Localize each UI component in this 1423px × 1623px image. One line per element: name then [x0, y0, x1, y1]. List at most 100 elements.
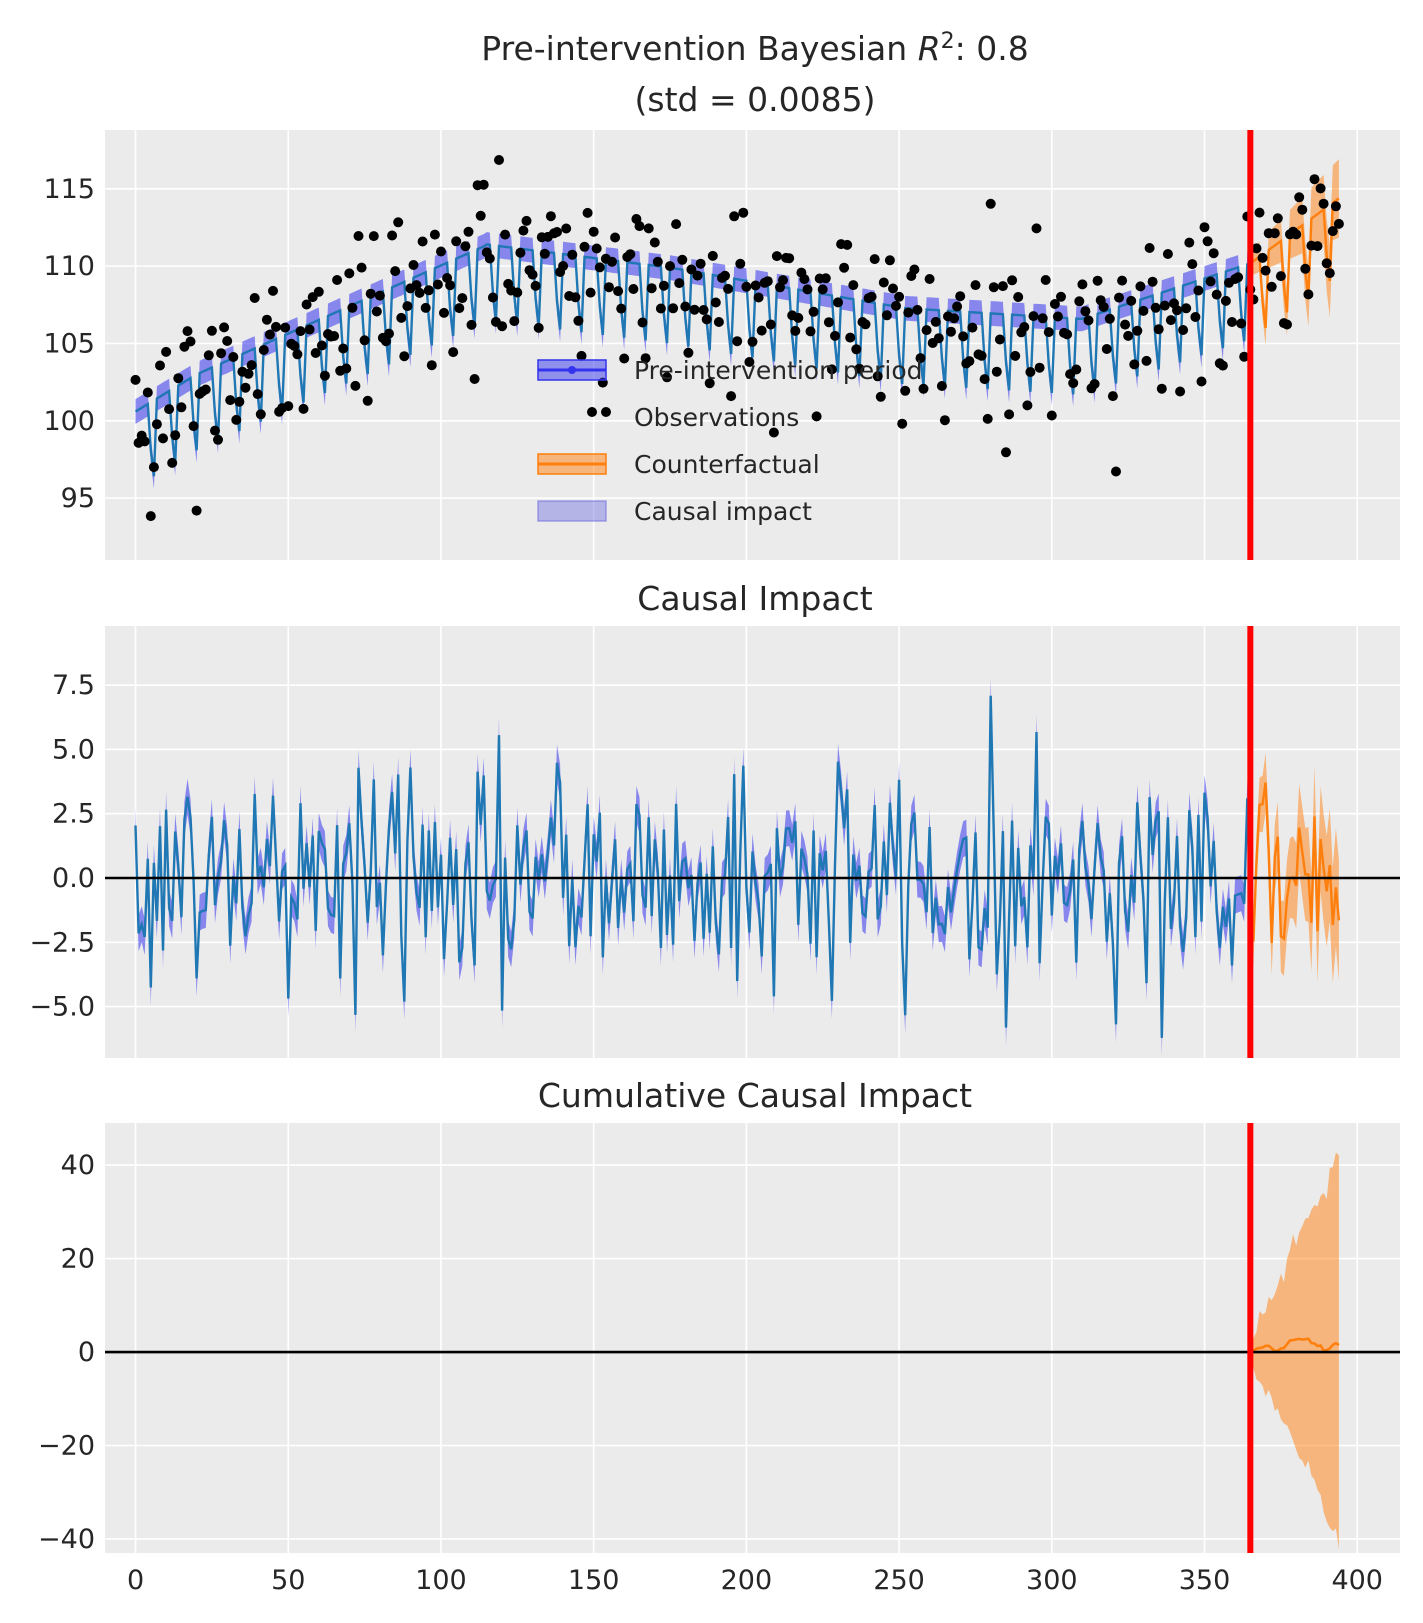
observation-point	[1297, 204, 1308, 215]
y-tick-label: 0	[78, 1337, 95, 1368]
observation-point	[616, 303, 627, 314]
observation-point	[384, 328, 394, 339]
causal-impact-panel: −5.0 −2.5 0.0 2.5 5.0 7.5 Causal Impact	[29, 579, 1400, 1058]
y-tick-labels: −40 −20 0 20 40	[38, 1150, 95, 1555]
observation-point	[203, 350, 214, 361]
observation-point	[881, 310, 892, 321]
observation-point	[817, 284, 828, 295]
plot-area-background	[105, 1123, 1400, 1553]
observation-point	[799, 274, 810, 285]
legend-marker	[587, 407, 597, 417]
legend: Pre-intervention period Observations Count…	[537, 356, 923, 526]
observation-point	[399, 351, 410, 362]
observation-point	[176, 402, 187, 413]
observation-point	[866, 291, 877, 302]
observation-point	[533, 322, 544, 333]
observation-point	[970, 280, 981, 291]
observation-point	[1233, 272, 1244, 283]
observation-point	[387, 230, 398, 241]
observation-point	[1010, 350, 1021, 361]
observation-point	[762, 276, 773, 287]
observation-point	[1178, 325, 1189, 335]
y-tick-label: −40	[38, 1524, 95, 1555]
observation-point	[897, 418, 908, 429]
observation-point	[784, 253, 795, 264]
observation-point	[894, 291, 905, 302]
observation-point	[426, 360, 437, 371]
observation-point	[191, 505, 202, 516]
observation-point	[457, 293, 468, 304]
observation-point	[381, 336, 391, 347]
x-tick-label: 150	[568, 1565, 620, 1596]
observation-point	[1147, 276, 1158, 287]
observation-point	[423, 285, 434, 296]
observation-point	[1013, 292, 1024, 302]
observation-point	[720, 270, 730, 281]
counterfactual-band	[1250, 159, 1339, 345]
observation-point	[319, 370, 330, 381]
observation-point	[643, 223, 654, 234]
observation-point	[845, 332, 856, 343]
observation-point	[530, 280, 541, 291]
observation-point	[939, 415, 950, 426]
observation-point	[362, 395, 373, 406]
observation-point	[1098, 301, 1109, 312]
observation-point	[949, 313, 960, 324]
observation-point	[790, 325, 801, 336]
observation-point	[1324, 268, 1335, 279]
observation-point	[1260, 265, 1271, 276]
observation-point	[1080, 306, 1091, 317]
observation-point	[811, 411, 822, 422]
observation-point	[909, 264, 920, 275]
legend-label: Causal impact	[634, 497, 812, 526]
observation-point	[878, 277, 889, 288]
observation-point	[475, 210, 486, 221]
observation-point	[674, 278, 685, 289]
y-tick-label: 20	[61, 1244, 95, 1275]
chart-title: Causal Impact	[637, 579, 872, 618]
observation-point	[228, 352, 239, 362]
observation-point	[1312, 241, 1323, 252]
observation-point	[289, 341, 300, 351]
observation-point	[338, 343, 349, 354]
observation-point	[967, 322, 978, 333]
observation-point	[680, 301, 691, 312]
observation-point	[744, 357, 755, 367]
x-tick-label: 250	[873, 1565, 925, 1596]
y-tick-label: 0.0	[52, 863, 95, 894]
observation-point	[1004, 409, 1015, 420]
y-tick-label: −2.5	[29, 927, 95, 958]
observation-point	[628, 284, 639, 294]
observation-point	[469, 374, 480, 384]
observation-point	[985, 198, 996, 209]
observation-point	[854, 363, 865, 374]
observation-point	[710, 297, 721, 308]
observation-point	[594, 262, 605, 273]
observation-point	[350, 380, 361, 391]
observation-point	[258, 345, 269, 355]
observation-point	[658, 280, 669, 291]
observation-point	[264, 329, 275, 340]
observation-point	[1257, 252, 1268, 263]
observation-point	[356, 262, 367, 273]
observation-point	[1025, 367, 1036, 377]
observation-point	[243, 368, 254, 379]
observation-point	[1239, 351, 1250, 362]
observation-point	[552, 227, 562, 237]
observation-point	[750, 280, 761, 291]
y-tick-label: 105	[43, 328, 95, 359]
observation-point	[182, 326, 193, 337]
observation-point	[738, 207, 749, 218]
observation-point	[826, 364, 837, 375]
series-group	[130, 130, 1344, 560]
observation-point	[1315, 183, 1326, 194]
observation-point	[1217, 360, 1228, 371]
observation-point	[1120, 319, 1131, 330]
observation-point	[1196, 376, 1207, 387]
observation-point	[741, 281, 752, 292]
observation-point	[1126, 295, 1137, 306]
observation-point	[952, 301, 963, 312]
observation-point	[408, 260, 419, 270]
observation-point	[454, 303, 465, 314]
legend-label: Observations	[634, 403, 799, 432]
